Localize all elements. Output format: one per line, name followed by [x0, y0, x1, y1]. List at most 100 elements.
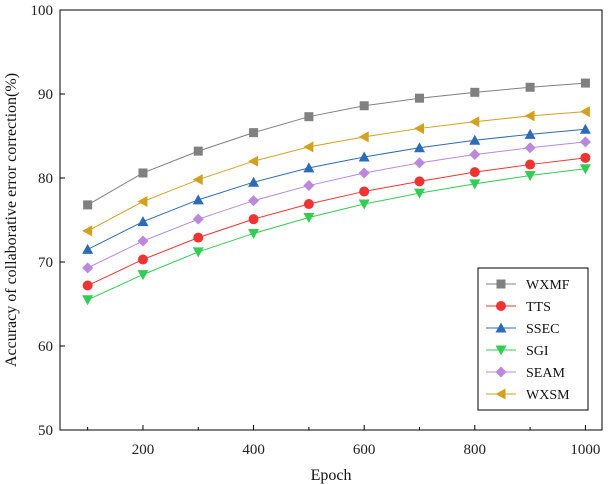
legend: WXMF TTS SSEC SGI SEAM WXSM — [477, 267, 589, 411]
y-tick-label: 70 — [38, 255, 53, 271]
data-point — [304, 112, 314, 122]
data-point — [138, 168, 148, 178]
legend-item: TTS — [486, 300, 551, 315]
data-point — [579, 106, 590, 118]
data-point — [525, 159, 536, 170]
data-point — [579, 123, 591, 134]
data-point — [580, 78, 590, 88]
legend-label: TTS — [526, 300, 551, 315]
data-point — [413, 188, 425, 199]
series-line — [87, 141, 586, 269]
data-point — [495, 322, 507, 333]
legend-item: SGI — [486, 344, 549, 359]
y-tick-label: 100 — [31, 3, 54, 19]
series-line — [87, 157, 586, 286]
data-point — [248, 214, 259, 225]
y-axis: 50 60 70 80 90 100 — [31, 3, 65, 439]
data-point — [525, 82, 535, 92]
legend-label: SEAM — [526, 366, 565, 381]
data-point — [303, 141, 314, 153]
data-point — [83, 200, 93, 210]
data-point — [524, 142, 536, 154]
data-point — [414, 176, 425, 187]
data-point — [137, 216, 149, 227]
data-point — [413, 157, 425, 169]
data-point — [303, 212, 315, 223]
x-axis-title: Epoch — [311, 467, 352, 484]
data-point — [192, 213, 204, 225]
data-point — [82, 243, 94, 254]
data-point — [469, 167, 480, 178]
x-tick-label: 400 — [242, 442, 265, 458]
data-point — [580, 152, 591, 163]
x-tick-label: 1000 — [570, 442, 600, 458]
data-point — [303, 199, 314, 210]
legend-item: WXMF — [486, 278, 570, 293]
y-tick-label: 80 — [38, 171, 53, 187]
data-point — [248, 228, 260, 239]
x-tick-label: 200 — [132, 442, 155, 458]
x-tick-label: 800 — [464, 442, 487, 458]
data-point — [248, 195, 260, 207]
data-point — [137, 254, 148, 265]
x-axis: 200 400 600 800 1000 — [87, 425, 600, 458]
data-point — [414, 93, 424, 103]
series-sgi — [82, 164, 591, 306]
legend-item: SEAM — [486, 366, 565, 381]
data-point — [358, 167, 370, 179]
data-point — [137, 270, 149, 281]
data-point — [470, 87, 480, 97]
data-point — [359, 101, 369, 111]
series-tts — [82, 152, 591, 291]
series-line — [87, 168, 586, 301]
series-wxmf — [83, 78, 590, 210]
data-point — [303, 180, 315, 192]
series-layer — [82, 78, 591, 306]
data-point — [524, 170, 536, 181]
data-point — [358, 199, 370, 210]
data-point — [413, 142, 425, 153]
series-ssec — [82, 123, 591, 254]
data-point — [192, 247, 204, 258]
data-point — [82, 295, 94, 306]
data-point — [193, 146, 203, 156]
data-point — [192, 174, 203, 186]
data-point — [193, 232, 204, 243]
data-point — [469, 116, 480, 128]
data-point — [359, 186, 370, 197]
data-point — [495, 388, 506, 400]
data-point — [495, 345, 507, 356]
series-seam — [82, 136, 591, 274]
series-line — [87, 128, 586, 250]
data-point — [496, 279, 506, 289]
x-tick-label: 600 — [353, 442, 376, 458]
legend-item: SSEC — [486, 322, 559, 337]
data-point — [248, 155, 259, 167]
data-point — [192, 194, 204, 205]
data-point — [82, 225, 93, 237]
legend-label: WXMF — [526, 278, 570, 293]
data-point — [82, 262, 94, 274]
legend-label: SGI — [526, 344, 549, 359]
data-point — [82, 280, 93, 291]
data-point — [495, 366, 507, 378]
legend-label: SSEC — [526, 322, 559, 337]
y-tick-label: 90 — [38, 87, 53, 103]
data-point — [303, 162, 315, 173]
y-axis-title: Accuracy of collaborative error correcti… — [3, 73, 20, 367]
legend-label: WXSM — [526, 388, 570, 403]
series-line — [87, 82, 586, 206]
series-line — [87, 111, 586, 232]
data-point — [469, 179, 481, 190]
data-point — [579, 164, 591, 175]
data-point — [358, 131, 369, 143]
data-point — [137, 196, 148, 208]
data-point — [496, 301, 506, 311]
data-point — [524, 110, 535, 122]
y-tick-label: 60 — [38, 339, 53, 355]
legend-item: WXSM — [486, 388, 570, 403]
data-point — [249, 128, 259, 138]
y-tick-label: 50 — [38, 423, 53, 439]
data-point — [524, 128, 536, 139]
